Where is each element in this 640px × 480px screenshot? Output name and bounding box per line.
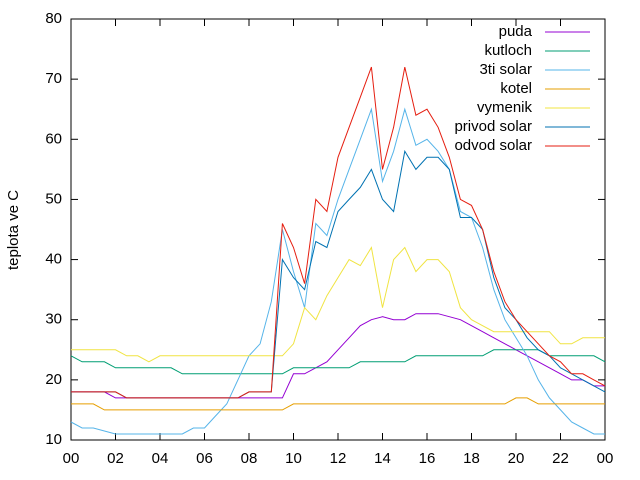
series-line [70, 349, 606, 375]
y-tick-label: 50 [45, 190, 62, 207]
x-tick-label: 14 [374, 450, 391, 467]
y-tick-label: 30 [45, 311, 62, 328]
x-tick-label: 00 [597, 450, 614, 467]
y-tick-label: 20 [45, 371, 62, 388]
y-axis-label: teplota ve C [5, 190, 22, 270]
x-tick-label: 02 [107, 450, 124, 467]
x-tick-label: 22 [552, 450, 569, 467]
legend-label: 3ti solar [479, 61, 532, 78]
x-tick-label: 06 [196, 450, 213, 467]
x-tick-label: 08 [241, 450, 258, 467]
legend-label: odvod solar [454, 137, 532, 154]
series-line [71, 397, 605, 411]
x-tick-label: 00 [63, 450, 80, 467]
y-tick-label: 40 [45, 251, 62, 268]
x-tick-label: 18 [463, 450, 480, 467]
y-tick-label: 80 [45, 10, 62, 27]
series-line [71, 66, 606, 399]
x-tick-label: 16 [419, 450, 436, 467]
series-line [70, 107, 605, 435]
legend-label: vymenik [477, 99, 533, 116]
y-tick-label: 10 [45, 431, 62, 448]
x-tick-label: 10 [285, 450, 302, 467]
legend-label: kutloch [484, 42, 532, 59]
legend-label: puda [499, 23, 533, 40]
x-tick-label: 04 [152, 450, 169, 467]
series-line [71, 313, 605, 399]
legend-label: kotel [500, 80, 532, 97]
x-tick-label: 12 [330, 450, 347, 467]
y-tick-label: 60 [45, 130, 62, 147]
y-tick-label: 70 [45, 70, 62, 87]
legend-label: privod solar [454, 118, 532, 135]
series-line [71, 246, 605, 363]
x-tick-label: 20 [508, 450, 525, 467]
